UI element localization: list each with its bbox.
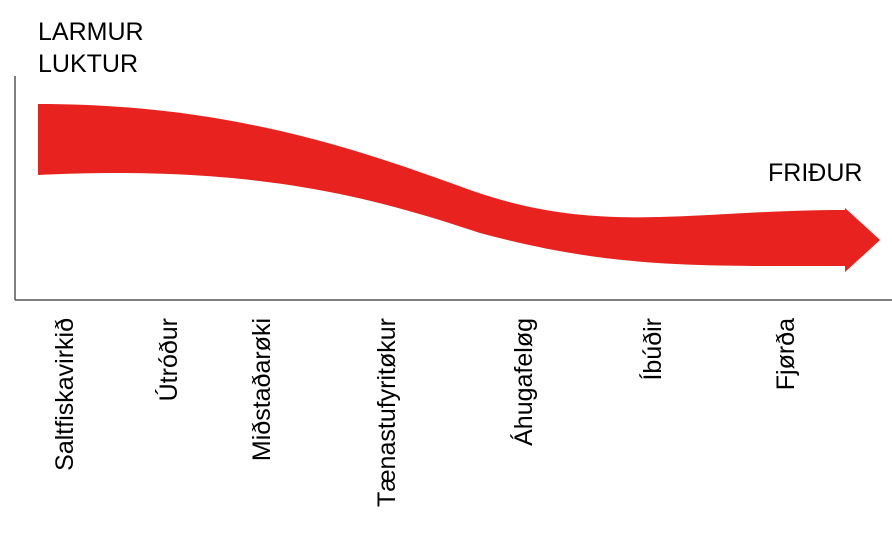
top-label-line2: LUKTUR xyxy=(38,50,138,78)
category-label-saltfiskavirkid: Saltfiskavirkið xyxy=(51,318,79,471)
category-label-utrodur: Útróður xyxy=(154,318,183,401)
category-label-fjorda: Fjørða xyxy=(772,318,800,390)
end-label: FRIÐUR xyxy=(768,159,862,187)
category-label-midstadaroki: Miðstaðarøki xyxy=(248,318,276,461)
decreasing-arrow xyxy=(38,104,880,272)
category-label-ahugafelog: Áhugafeløg xyxy=(509,318,538,446)
category-label-ibudir: Íbúðir xyxy=(638,318,667,381)
top-label-line1: LARMUR xyxy=(38,18,144,46)
category-label-taenastufyritokur: Tænastufyritøkur xyxy=(373,318,401,507)
